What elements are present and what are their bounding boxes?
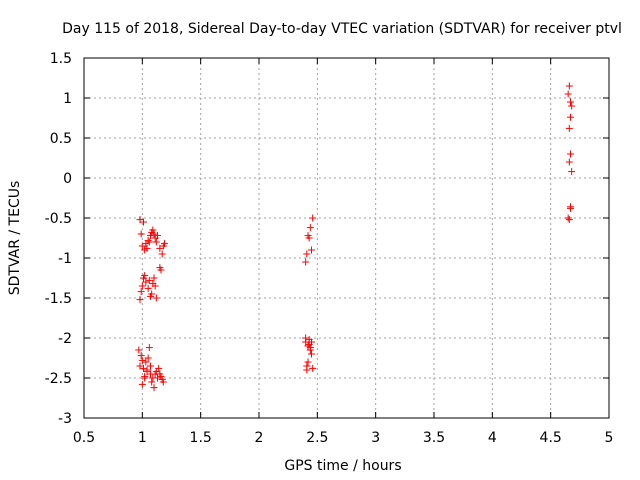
data-point: [137, 352, 145, 360]
data-point: [568, 102, 576, 110]
data-point: [138, 356, 146, 364]
y-tick-label: -1: [58, 251, 72, 267]
data-point: [140, 364, 147, 372]
x-tick-label: 1.5: [190, 430, 212, 446]
grid-lines: [84, 58, 609, 418]
y-tick-label: -2.5: [45, 371, 72, 387]
data-point: [564, 214, 572, 222]
data-point: [149, 226, 157, 234]
data-point: [137, 230, 145, 238]
data-point: [143, 366, 151, 374]
y-tick-labels: -3 -2.5 -2 -1.5 -1 -0.5 0 0.5 1 1.5: [45, 51, 72, 427]
data-point: [135, 346, 143, 354]
x-tick-label: 3: [371, 430, 380, 446]
y-tick-label: 1: [63, 91, 72, 107]
plot-frame: [83, 57, 610, 419]
data-point: [154, 232, 161, 240]
data-point: [565, 124, 573, 132]
data-point: [152, 238, 160, 246]
data-point: [304, 358, 312, 366]
data-point: [303, 250, 311, 258]
y-tick-label: -1.5: [45, 291, 72, 307]
data-point: [144, 354, 152, 362]
data-point: [141, 272, 149, 280]
axis-ticks: [83, 57, 610, 419]
data-point: [567, 113, 574, 121]
y-tick-label: -3: [58, 411, 72, 427]
data-point: [136, 296, 144, 304]
data-point: [161, 240, 168, 248]
data-point: [143, 244, 151, 252]
data-point: [144, 236, 152, 244]
data-point: [154, 374, 161, 382]
data-point: [148, 290, 156, 298]
data-point: [567, 98, 574, 106]
y-tick-label: -2: [58, 331, 72, 347]
data-point: [567, 150, 574, 158]
y-tick-label: 1.5: [50, 51, 72, 67]
data-point: [306, 224, 314, 232]
x-tick-label: 4.5: [540, 430, 562, 446]
data-point: [565, 216, 573, 224]
data-point: [157, 266, 165, 274]
data-point: [568, 168, 576, 176]
data-point: [145, 276, 153, 284]
x-axis-label: GPS time / hours: [284, 458, 401, 474]
x-tick-label: 2.5: [306, 430, 328, 446]
data-point: [303, 366, 311, 374]
data-point: [565, 82, 573, 90]
y-tick-label: 0.5: [50, 131, 72, 147]
data-point: [138, 282, 146, 290]
data-point: [147, 362, 154, 370]
data-point: [565, 158, 573, 166]
data-point: [152, 294, 160, 302]
data-point: [142, 278, 150, 286]
data-point: [159, 378, 167, 386]
data-point: [138, 380, 146, 388]
data-points: [135, 82, 576, 392]
data-point: [306, 344, 314, 352]
x-tick-label: 2: [255, 430, 264, 446]
data-point: [302, 258, 310, 266]
data-point: [151, 282, 159, 290]
data-point: [144, 284, 152, 292]
data-point: [309, 364, 317, 372]
data-point: [308, 338, 315, 346]
x-tick-label: 5: [605, 430, 614, 446]
data-point: [150, 230, 158, 238]
y-axis-label: SDTVAR / TECUs: [7, 181, 23, 296]
data-point: [142, 358, 150, 366]
data-point: [140, 218, 147, 226]
data-point: [147, 232, 154, 240]
data-point: [145, 238, 153, 246]
chart-title: Day 115 of 2018, Sidereal Day-to-day VTE…: [62, 21, 622, 37]
x-tick-label: 0.5: [73, 430, 95, 446]
x-tick-label: 1: [138, 430, 147, 446]
data-point: [157, 372, 165, 380]
data-point: [308, 246, 315, 254]
data-point: [137, 288, 145, 296]
x-tick-label: 3.5: [423, 430, 445, 446]
data-point: [302, 334, 310, 342]
data-point: [141, 374, 149, 382]
data-point: [567, 203, 574, 211]
data-point: [564, 90, 572, 98]
data-point: [148, 378, 156, 386]
data-point: [150, 384, 158, 392]
data-point: [155, 364, 163, 372]
data-point: [150, 274, 158, 282]
data-point: [158, 250, 166, 258]
data-point: [304, 232, 312, 240]
x-tick-labels: 0.5 1 1.5 2 2.5 3 3.5 4 4.5 5: [73, 430, 614, 446]
data-point: [309, 214, 317, 222]
x-tick-label: 4: [488, 430, 497, 446]
data-point: [308, 350, 315, 358]
data-point: [145, 344, 153, 352]
y-tick-label: -0.5: [45, 211, 72, 227]
y-tick-label: 0: [63, 171, 72, 187]
